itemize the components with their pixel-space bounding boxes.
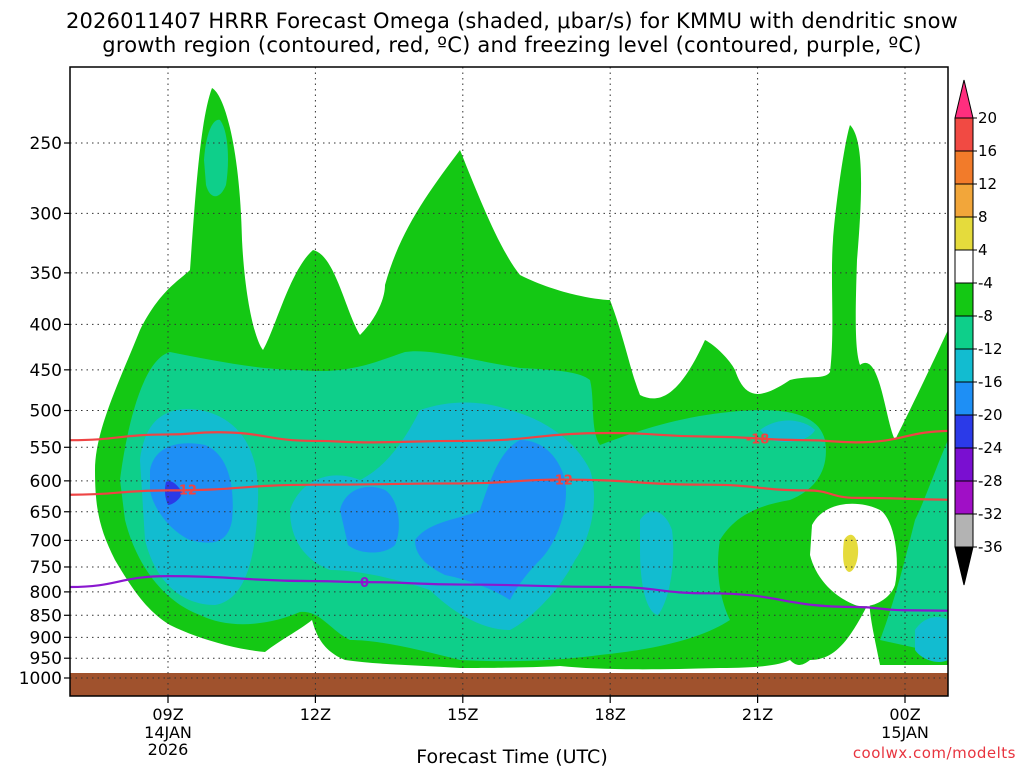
colorbar-label: -36 bbox=[978, 538, 1003, 556]
ytick-label: 450 bbox=[30, 361, 62, 381]
colorbar-swatch bbox=[954, 315, 974, 350]
x-axis-label: Forecast Time (UTC) bbox=[416, 746, 608, 768]
xtick-label: 12Z bbox=[300, 705, 331, 724]
ytick-label: 850 bbox=[30, 606, 62, 626]
xtick-label: 21Z bbox=[742, 705, 773, 724]
colorbar-top-arrow bbox=[954, 79, 974, 119]
ground-surface bbox=[70, 673, 948, 696]
plot-frame bbox=[69, 66, 949, 697]
colorbar-label: -12 bbox=[978, 340, 1003, 358]
pressure-axis: 2503003504004505005506006507007508008509… bbox=[19, 134, 70, 689]
ytick-label: 600 bbox=[30, 472, 62, 492]
xtick-year-label: 2026 bbox=[148, 740, 189, 759]
colorbar-swatch bbox=[954, 216, 974, 251]
ytick-label: 750 bbox=[30, 558, 62, 578]
colorbar-label: 8 bbox=[978, 208, 988, 226]
omega-region-teal-right bbox=[880, 440, 948, 655]
colorbar-label: -16 bbox=[978, 373, 1003, 391]
xtick-label: 00Z bbox=[889, 705, 920, 724]
colorbar-label: 16 bbox=[978, 142, 997, 160]
omega-colorbar: 20 16 12 8 4 -4 -8 -12 -16 -20 -24 -28 -32 -36 bbox=[954, 79, 1003, 586]
ytick-label: 350 bbox=[30, 264, 62, 284]
chart-title-line-1: 2026011407 HRRR Forecast Omega (shaded, … bbox=[65, 9, 959, 33]
colorbar-bottom-arrow bbox=[954, 546, 974, 586]
contour-line--18 bbox=[70, 429, 948, 444]
ytick-label: 250 bbox=[30, 134, 62, 154]
contour-label: -12 bbox=[549, 474, 573, 489]
colorbar-swatch bbox=[954, 150, 974, 185]
ytick-label: 800 bbox=[30, 583, 62, 603]
contour-label: -18 bbox=[746, 432, 770, 447]
colorbar-swatch bbox=[954, 348, 974, 383]
colorbar-swatch bbox=[954, 513, 974, 548]
contour-line-0 bbox=[70, 575, 948, 612]
ytick-label: 550 bbox=[30, 438, 62, 458]
omega-region-blue bbox=[150, 440, 566, 600]
colorbar-label: -4 bbox=[978, 274, 993, 292]
ytick-label: 650 bbox=[30, 503, 62, 523]
colorbar-label: -28 bbox=[978, 472, 1003, 490]
source-credit: coolwx.com/modelts bbox=[852, 744, 1016, 762]
ytick-label: 400 bbox=[30, 315, 62, 335]
chart-title-line-2: growth region (contoured, red, ºC) and f… bbox=[102, 33, 922, 57]
pressure-gridlines bbox=[70, 142, 948, 679]
ytick-label: 700 bbox=[30, 531, 62, 551]
time-gridlines bbox=[167, 67, 906, 696]
colorbar-swatch bbox=[954, 183, 974, 218]
omega-region-yellow bbox=[843, 534, 859, 572]
ytick-label: 950 bbox=[30, 649, 62, 669]
ytick-label: 300 bbox=[30, 204, 62, 224]
colorbar-label: 20 bbox=[978, 109, 997, 127]
colorbar-label: 12 bbox=[978, 175, 997, 193]
colorbar-swatch bbox=[954, 381, 974, 416]
xtick-date-label: 14JAN bbox=[144, 723, 192, 742]
omega-region-green-top-lobe bbox=[204, 119, 228, 197]
colorbar-swatch bbox=[954, 480, 974, 515]
colorbar-label: -32 bbox=[978, 505, 1003, 523]
colorbar-label: -20 bbox=[978, 406, 1003, 424]
ytick-label: 900 bbox=[30, 628, 62, 648]
ytick-label: 500 bbox=[30, 402, 62, 422]
colorbar-label: -24 bbox=[978, 439, 1003, 457]
contour-label: -12 bbox=[173, 484, 197, 499]
xtick-label: 15Z bbox=[447, 705, 478, 724]
colorbar-label: 4 bbox=[978, 241, 988, 259]
temperature-contours: -12 -12 -18 0 bbox=[70, 429, 948, 612]
ytick-label: 1000 bbox=[19, 669, 62, 689]
colorbar-swatch bbox=[954, 282, 974, 317]
omega-region-dark-blue bbox=[164, 481, 182, 505]
xtick-label: 09Z bbox=[152, 705, 183, 724]
colorbar-swatch bbox=[954, 447, 974, 482]
colorbar-swatch bbox=[954, 249, 974, 284]
colorbar-swatch bbox=[954, 117, 974, 152]
colorbar-label: -8 bbox=[978, 307, 993, 325]
xtick-label: 18Z bbox=[595, 705, 626, 724]
colorbar-swatch bbox=[954, 414, 974, 449]
contour-label: 0 bbox=[360, 576, 369, 591]
contour-line--12 bbox=[70, 478, 948, 501]
xtick-date-label: 15JAN bbox=[881, 723, 929, 742]
